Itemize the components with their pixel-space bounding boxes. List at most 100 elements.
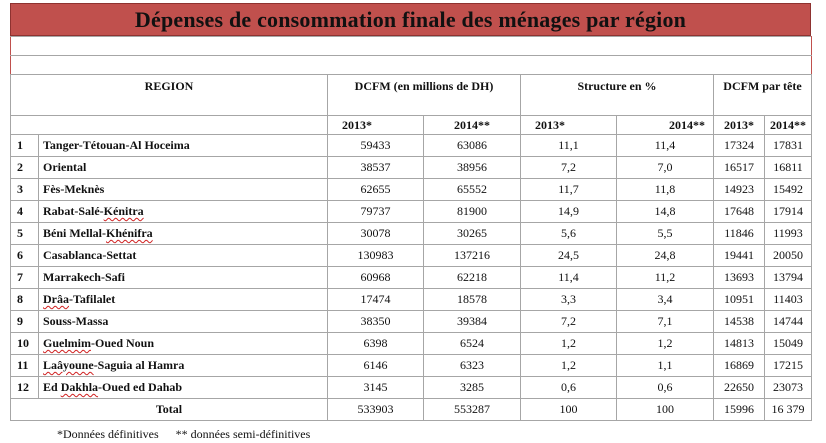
row-region: Ed Dakhla-Oued ed Dahab xyxy=(38,376,328,399)
row-region: Casablanca-Settat xyxy=(38,244,328,267)
total-value: 16 379 xyxy=(764,398,812,421)
row-value: 14,9 xyxy=(520,200,617,223)
table-row: 12 Ed Dakhla-Oued ed Dahab 3145 3285 0,6 0,6 2… xyxy=(10,376,812,399)
table-row: 10 Guelmim-Oued Noun 6398 6524 1,2 1,2 14813 15… xyxy=(10,332,812,355)
row-value: 63086 xyxy=(423,134,521,157)
row-value: 30265 xyxy=(423,222,521,245)
row-value: 6524 xyxy=(423,332,521,355)
row-index: 6 xyxy=(10,244,39,267)
row-value: 11846 xyxy=(713,222,765,245)
row-value: 17648 xyxy=(713,200,765,223)
row-value: 17324 xyxy=(713,134,765,157)
row-value: 5,6 xyxy=(520,222,617,245)
row-value: 3,3 xyxy=(520,288,617,311)
row-value: 7,2 xyxy=(520,156,617,179)
table-row: 1 Tanger-Tétouan-Al Hoceima 59433 63086 11,1… xyxy=(10,134,812,157)
row-value: 11,7 xyxy=(520,178,617,201)
title-bar: Dépenses de consommation finale des ména… xyxy=(10,3,811,36)
row-value: 39384 xyxy=(423,310,521,333)
row-value: 38956 xyxy=(423,156,521,179)
year-header: 2014** xyxy=(616,115,714,135)
row-value: 1,1 xyxy=(616,354,714,377)
row-index: 12 xyxy=(10,376,39,399)
row-value: 10951 xyxy=(713,288,765,311)
row-value: 17831 xyxy=(764,134,812,157)
row-value: 24,5 xyxy=(520,244,617,267)
row-value: 81900 xyxy=(423,200,521,223)
row-value: 7,1 xyxy=(616,310,714,333)
row-value: 11,8 xyxy=(616,178,714,201)
header-region: REGION xyxy=(10,74,328,116)
row-index: 2 xyxy=(10,156,39,179)
year-header: 2014** xyxy=(423,115,521,135)
row-value: 14,8 xyxy=(616,200,714,223)
row-region: Oriental xyxy=(38,156,328,179)
row-value: 16869 xyxy=(713,354,765,377)
table-row: 7 Marrakech-Safi 60968 62218 11,4 11,2 13693 13… xyxy=(10,266,812,289)
row-value: 6323 xyxy=(423,354,521,377)
row-value: 6146 xyxy=(327,354,424,377)
row-region: Fès-Meknès xyxy=(38,178,328,201)
row-index: 1 xyxy=(10,134,39,157)
row-value: 11,4 xyxy=(616,134,714,157)
row-value: 62655 xyxy=(327,178,424,201)
table-row: 6 Casablanca-Settat 130983 137216 24,5 24,8 19… xyxy=(10,244,812,267)
row-region: Guelmim-Oued Noun xyxy=(38,332,328,355)
row-value: 14923 xyxy=(713,178,765,201)
row-value: 24,8 xyxy=(616,244,714,267)
row-value: 65552 xyxy=(423,178,521,201)
year-header: 2014** xyxy=(764,115,812,135)
empty-row xyxy=(10,55,812,75)
row-value: 38537 xyxy=(327,156,424,179)
row-region: Béni Mellal-Khénifra xyxy=(38,222,328,245)
row-index: 8 xyxy=(10,288,39,311)
row-value: 3285 xyxy=(423,376,521,399)
footnote-definitive: *Données définitives xyxy=(57,427,159,441)
page-title: Dépenses de consommation finale des ména… xyxy=(134,6,687,32)
row-index: 9 xyxy=(10,310,39,333)
row-value: 0,6 xyxy=(616,376,714,399)
year-header: 2013* xyxy=(520,115,617,135)
row-value: 13693 xyxy=(713,266,765,289)
total-value: 100 xyxy=(616,398,714,421)
row-value: 14744 xyxy=(764,310,812,333)
row-value: 11403 xyxy=(764,288,812,311)
row-value: 59433 xyxy=(327,134,424,157)
row-value: 17474 xyxy=(327,288,424,311)
empty-row xyxy=(10,36,812,56)
row-value: 1,2 xyxy=(520,354,617,377)
row-region: Rabat-Salé-Kénitra xyxy=(38,200,328,223)
row-value: 16517 xyxy=(713,156,765,179)
header-structure: Structure en % xyxy=(520,74,714,116)
header-per-capita: DCFM par tête xyxy=(713,74,812,116)
row-value: 5,5 xyxy=(616,222,714,245)
row-value: 19441 xyxy=(713,244,765,267)
total-value: 553287 xyxy=(423,398,521,421)
row-value: 22650 xyxy=(713,376,765,399)
table-row: 4 Rabat-Salé-Kénitra 79737 81900 14,9 14,8 176… xyxy=(10,200,812,223)
table-row: 8 Drâa-Tafilalet 17474 18578 3,3 3,4 10951 1140… xyxy=(10,288,812,311)
header-dcfm: DCFM (en millions de DH) xyxy=(327,74,521,116)
row-value: 11,1 xyxy=(520,134,617,157)
row-value: 38350 xyxy=(327,310,424,333)
total-value: 15996 xyxy=(713,398,765,421)
row-value: 17914 xyxy=(764,200,812,223)
total-value: 100 xyxy=(520,398,617,421)
row-index: 3 xyxy=(10,178,39,201)
row-value: 14538 xyxy=(713,310,765,333)
row-value: 0,6 xyxy=(520,376,617,399)
footnote-semi: ** données semi-définitives xyxy=(175,427,311,441)
row-value: 7,0 xyxy=(616,156,714,179)
row-region: Laâyoune-Saguia al Hamra xyxy=(38,354,328,377)
row-value: 18578 xyxy=(423,288,521,311)
row-value: 11993 xyxy=(764,222,812,245)
footnote: *Données définitives ** données semi-déf… xyxy=(57,427,324,442)
row-value: 1,2 xyxy=(520,332,617,355)
table-row: 3 Fès-Meknès 62655 65552 11,7 11,8 14923 15492 xyxy=(10,178,812,201)
table-row: 2 Oriental 38537 38956 7,2 7,0 16517 16811 xyxy=(10,156,812,179)
row-value: 15049 xyxy=(764,332,812,355)
table-row: 11 Laâyoune-Saguia al Hamra 6146 6323 1,2 1,1… xyxy=(10,354,812,377)
table-sheet: Dépenses de consommation finale des ména… xyxy=(10,3,812,441)
row-region: Drâa-Tafilalet xyxy=(38,288,328,311)
row-value: 137216 xyxy=(423,244,521,267)
